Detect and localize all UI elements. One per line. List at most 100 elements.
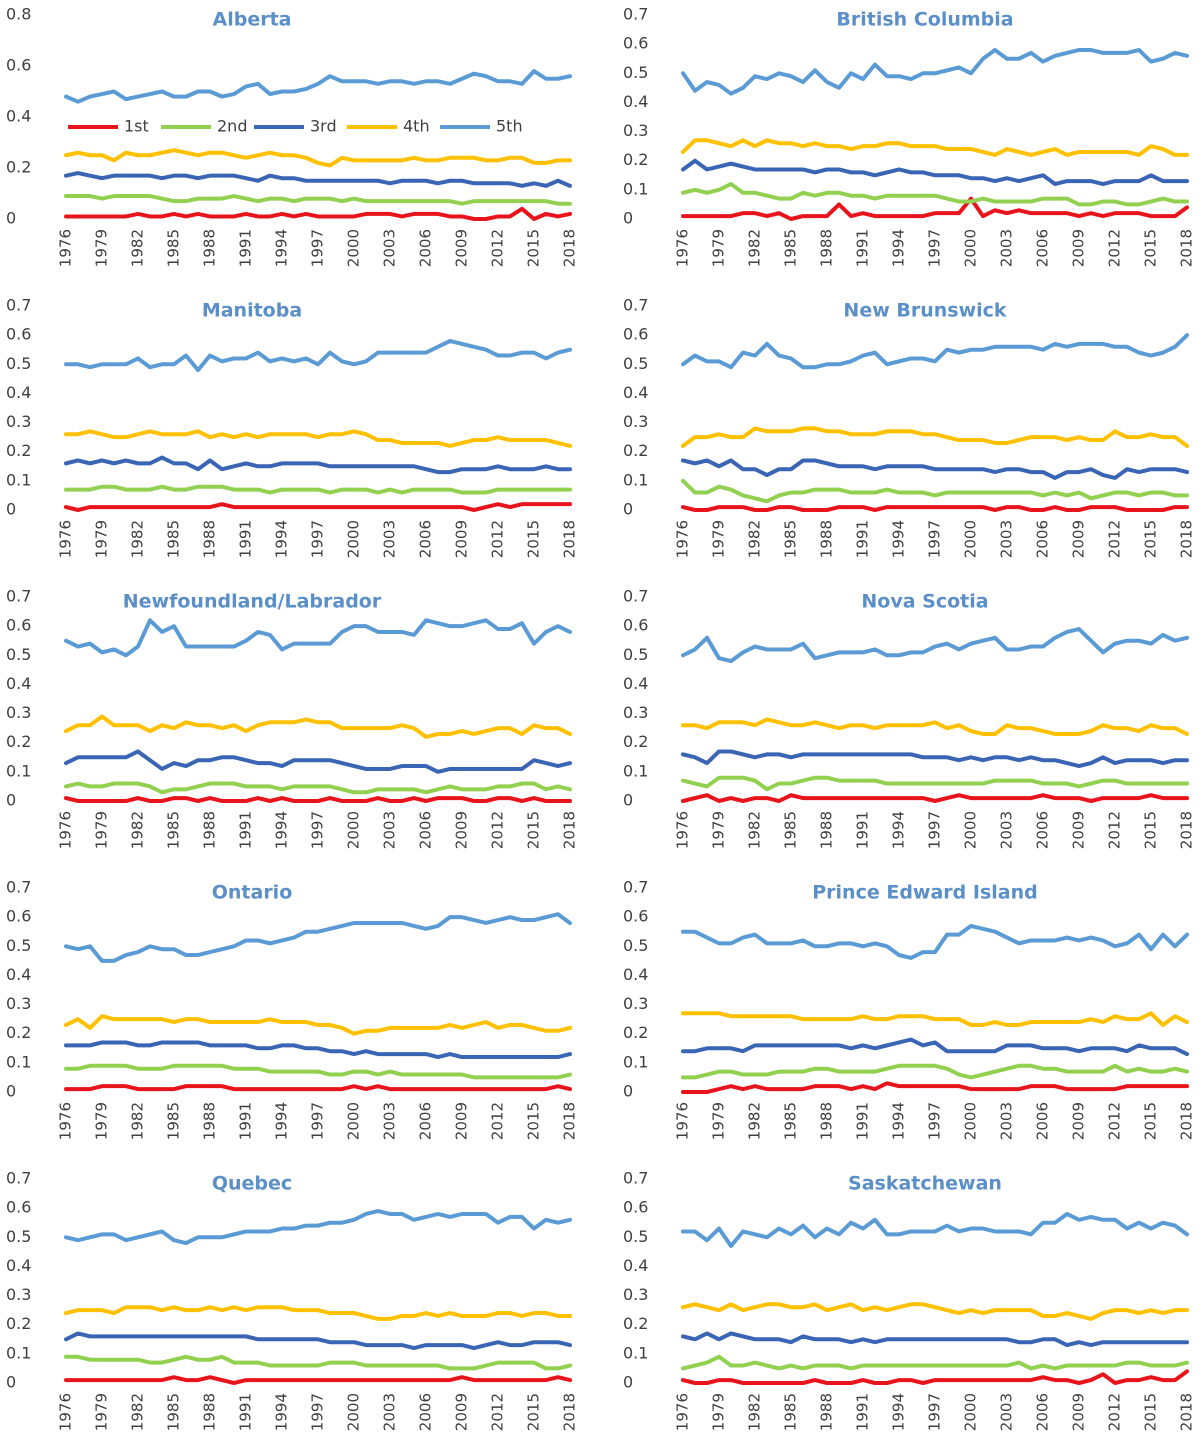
- series-line: [681, 1081, 1189, 1094]
- x-tick-label: 1991: [237, 1102, 255, 1140]
- series-line: [681, 458, 1189, 480]
- y-tick-label: 0.4: [6, 674, 31, 693]
- x-tick-label: 2012: [489, 1393, 507, 1431]
- y-tick-label: 0: [6, 209, 16, 228]
- x-tick-label: 1982: [129, 1393, 147, 1431]
- y-tick-label: 0.5: [6, 645, 31, 664]
- legend-label: 1st: [124, 117, 149, 136]
- y-tick-label: 0.1: [623, 1343, 648, 1362]
- y-tick-label: 0.4: [6, 1256, 31, 1275]
- y-tick-label: 0.4: [6, 965, 31, 984]
- x-tick-label: 1997: [309, 1393, 327, 1431]
- y-tick-label: 0.7: [6, 587, 31, 606]
- series-line: [64, 714, 572, 739]
- x-tick-label: 2012: [489, 1102, 507, 1140]
- x-tick-label: 1988: [201, 229, 219, 267]
- x-tick-label: 2015: [1142, 1393, 1160, 1431]
- x-tick-label: 1988: [201, 1102, 219, 1140]
- y-tick-label: 0.3: [623, 703, 648, 722]
- chart-title: Newfoundland/Labrador: [123, 591, 382, 613]
- y-tick-label: 0.7: [6, 296, 31, 315]
- y-tick-label: 0.5: [623, 645, 648, 664]
- x-tick-label: 2003: [381, 520, 399, 558]
- y-tick-label: 0.7: [623, 1169, 648, 1188]
- y-tick-label: 0.4: [623, 965, 648, 984]
- series-line: [681, 717, 1189, 736]
- x-tick-label: 1997: [926, 520, 944, 558]
- x-tick-label: 1997: [926, 1102, 944, 1140]
- series-line: [64, 148, 572, 168]
- series-line: [681, 333, 1189, 370]
- y-tick-label: 0.5: [6, 1227, 31, 1246]
- x-tick-label: 2003: [381, 811, 399, 849]
- x-tick-label: 1988: [818, 229, 836, 267]
- legend-label: 4th: [403, 117, 430, 136]
- x-tick-label: 1976: [674, 1393, 692, 1431]
- series-line: [64, 1084, 572, 1092]
- x-tick-label: 1994: [890, 1102, 908, 1140]
- y-tick-label: 0.4: [6, 107, 31, 126]
- series-line: [64, 1331, 572, 1351]
- y-tick-label: 0.6: [623, 1198, 648, 1217]
- x-tick-label: 1976: [674, 811, 692, 849]
- x-tick-label: 1979: [710, 811, 728, 849]
- y-tick-label: 0.6: [623, 325, 648, 344]
- x-tick-label: 1985: [782, 229, 800, 267]
- y-tick-label: 0.4: [6, 383, 31, 402]
- series-line: [681, 1354, 1189, 1371]
- series-line: [681, 1211, 1189, 1249]
- y-tick-label: 0: [6, 791, 16, 810]
- x-tick-label: 2000: [345, 1102, 363, 1140]
- series-line: [681, 196, 1189, 221]
- x-tick-label: 2006: [1034, 520, 1052, 558]
- x-tick-label: 2015: [525, 811, 543, 849]
- x-tick-label: 2015: [1142, 811, 1160, 849]
- y-tick-label: 0.1: [623, 470, 648, 489]
- series-line: [64, 1375, 572, 1385]
- x-tick-label: 1982: [746, 229, 764, 267]
- x-tick-label: 1991: [237, 520, 255, 558]
- y-tick-label: 0.6: [6, 56, 31, 75]
- x-tick-label: 2018: [1178, 811, 1196, 849]
- x-tick-label: 2009: [453, 520, 471, 558]
- x-tick-label: 2006: [417, 229, 435, 267]
- y-tick-label: 0.1: [6, 1052, 31, 1071]
- y-tick-label: 0.1: [623, 761, 648, 780]
- x-tick-label: 2009: [453, 1393, 471, 1431]
- series-line: [681, 1011, 1189, 1027]
- x-tick-label: 2003: [381, 1102, 399, 1140]
- x-tick-label: 2015: [1142, 229, 1160, 267]
- x-tick-label: 1991: [854, 520, 872, 558]
- x-tick-label: 2018: [561, 229, 579, 267]
- x-tick-label: 2009: [453, 1102, 471, 1140]
- y-tick-label: 0: [623, 1082, 633, 1101]
- y-tick-label: 0.4: [623, 674, 648, 693]
- y-tick-label: 0.2: [6, 1314, 31, 1333]
- y-tick-label: 0.2: [623, 732, 648, 751]
- x-tick-label: 2000: [962, 520, 980, 558]
- x-tick-label: 2015: [1142, 1102, 1160, 1140]
- series-line: [681, 1369, 1189, 1385]
- series-line: [64, 1063, 572, 1080]
- y-tick-label: 0: [6, 1082, 16, 1101]
- y-tick-label: 0.5: [623, 63, 648, 82]
- x-tick-label: 1988: [818, 1393, 836, 1431]
- y-tick-label: 0.3: [623, 1285, 648, 1304]
- chart-title: Saskatchewan: [848, 1173, 1002, 1195]
- x-tick-label: 1988: [201, 1393, 219, 1431]
- x-tick-label: 2009: [453, 229, 471, 267]
- x-tick-label: 2006: [1034, 1102, 1052, 1140]
- y-tick-label: 0.1: [6, 470, 31, 489]
- series-line: [681, 182, 1189, 207]
- x-tick-label: 1991: [854, 811, 872, 849]
- x-tick-label: 1982: [129, 1102, 147, 1140]
- series-line: [64, 1040, 572, 1060]
- x-tick-label: 2003: [998, 1393, 1016, 1431]
- y-tick-label: 0.1: [6, 761, 31, 780]
- x-tick-label: 1979: [710, 229, 728, 267]
- series-line: [64, 618, 572, 658]
- x-tick-label: 2015: [525, 520, 543, 558]
- y-tick-label: 0.2: [623, 441, 648, 460]
